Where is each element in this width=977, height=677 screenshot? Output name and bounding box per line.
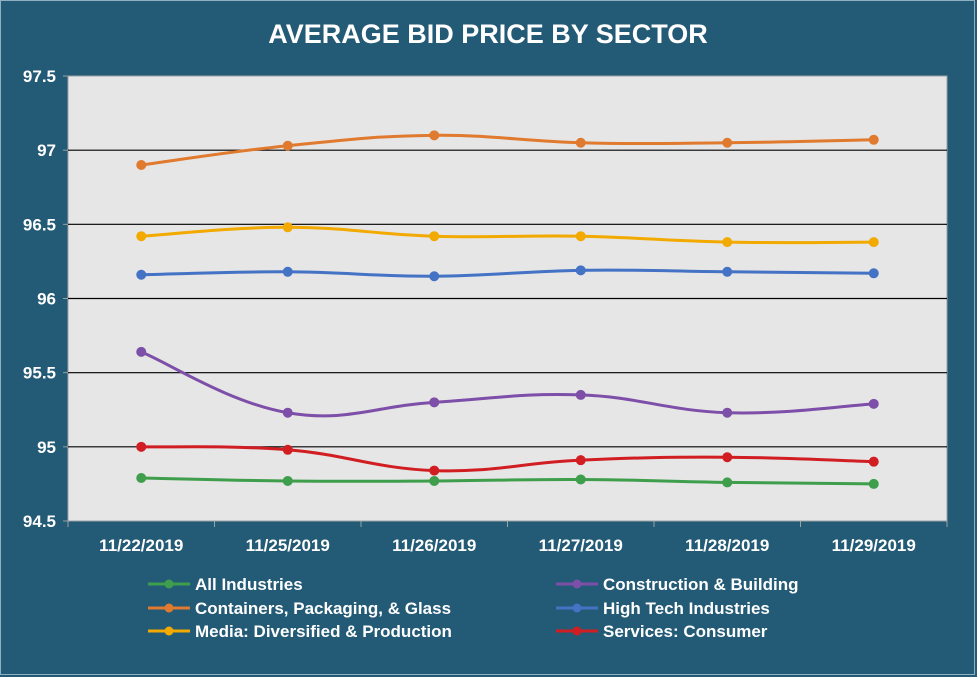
data-point	[429, 231, 440, 242]
data-point	[722, 137, 733, 148]
series-1	[136, 346, 879, 418]
x-tick-label: 11/27/2019	[539, 536, 623, 555]
legend-label: Containers, Packaging, & Glass	[195, 599, 451, 618]
legend-label: Services: Consumer	[603, 622, 768, 641]
y-tick-label: 96.5	[23, 215, 56, 234]
data-point	[429, 271, 440, 282]
data-point	[429, 397, 440, 408]
data-point	[429, 130, 440, 141]
data-point	[575, 231, 586, 242]
x-tick-label: 11/26/2019	[392, 536, 476, 555]
y-tick-label: 94.5	[23, 512, 56, 531]
legend-label: All Industries	[195, 575, 303, 594]
legend-item: All Industries	[148, 575, 303, 594]
data-point	[136, 269, 147, 280]
x-tick-label: 11/22/2019	[99, 536, 183, 555]
data-point	[136, 346, 147, 357]
y-tick-label: 97	[37, 141, 56, 160]
data-point	[868, 478, 879, 489]
legend-swatch-marker	[572, 626, 582, 636]
data-point	[722, 477, 733, 488]
data-point	[136, 441, 147, 452]
series-4	[136, 222, 879, 248]
data-point	[868, 398, 879, 409]
series-line	[141, 133, 874, 167]
data-point	[722, 452, 733, 463]
data-point	[282, 444, 293, 455]
data-point	[575, 265, 586, 276]
y-axis: 94.5 95 95.5 96 96.5 97 97.5	[23, 67, 68, 531]
data-point	[282, 222, 293, 233]
series-line	[141, 268, 874, 278]
legend: All Industries Construction & Building Con…	[148, 575, 798, 641]
legend-label: Construction & Building	[603, 575, 798, 594]
legend-item: Construction & Building	[556, 575, 798, 594]
legend-label: High Tech Industries	[603, 599, 770, 618]
data-point	[136, 160, 147, 170]
x-tick-label: 11/25/2019	[246, 536, 330, 555]
series-0	[136, 472, 879, 489]
series-group	[136, 130, 879, 489]
data-point	[868, 456, 879, 467]
x-axis: 11/22/2019 11/25/2019 11/26/2019 11/27/2019…	[67, 521, 948, 555]
legend-swatch-marker	[164, 626, 174, 636]
data-point	[282, 140, 293, 151]
data-point	[282, 266, 293, 277]
series-3	[136, 265, 879, 282]
series-line	[140, 350, 874, 418]
y-tick-label: 95	[37, 438, 56, 457]
legend-label: Media: Diversified & Production	[195, 622, 452, 641]
series-2	[136, 130, 879, 170]
data-point	[429, 475, 440, 486]
y-tick-label: 97.5	[23, 67, 56, 86]
x-tick-label: 11/28/2019	[685, 536, 769, 555]
data-point	[429, 465, 440, 476]
data-point	[575, 474, 586, 485]
chart-title: AVERAGE BID PRICE BY SECTOR	[268, 19, 708, 49]
series-line	[141, 445, 874, 473]
data-point	[575, 389, 586, 400]
y-tick-label: 96	[37, 290, 56, 309]
data-point	[722, 237, 733, 248]
data-point	[282, 475, 293, 486]
series-line	[141, 225, 874, 245]
data-point	[136, 472, 147, 483]
legend-swatch-marker	[164, 579, 174, 589]
legend-swatch-marker	[164, 603, 174, 613]
data-point	[868, 268, 879, 279]
data-point	[575, 137, 586, 148]
data-point	[722, 407, 733, 418]
data-point	[868, 237, 879, 248]
series-line	[141, 476, 874, 486]
y-tick-label: 95.5	[23, 364, 56, 383]
data-point	[136, 231, 147, 242]
series-5	[136, 441, 879, 476]
legend-swatch-marker	[572, 579, 582, 589]
legend-item: Media: Diversified & Production	[148, 622, 452, 641]
legend-item: High Tech Industries	[556, 599, 770, 618]
legend-swatch-marker	[572, 603, 582, 613]
data-point	[868, 134, 879, 145]
data-point	[722, 266, 733, 277]
legend-item: Containers, Packaging, & Glass	[148, 599, 451, 618]
legend-item: Services: Consumer	[556, 622, 768, 641]
x-tick-label: 11/29/2019	[832, 536, 916, 555]
data-point	[575, 455, 586, 466]
data-point	[282, 407, 293, 418]
